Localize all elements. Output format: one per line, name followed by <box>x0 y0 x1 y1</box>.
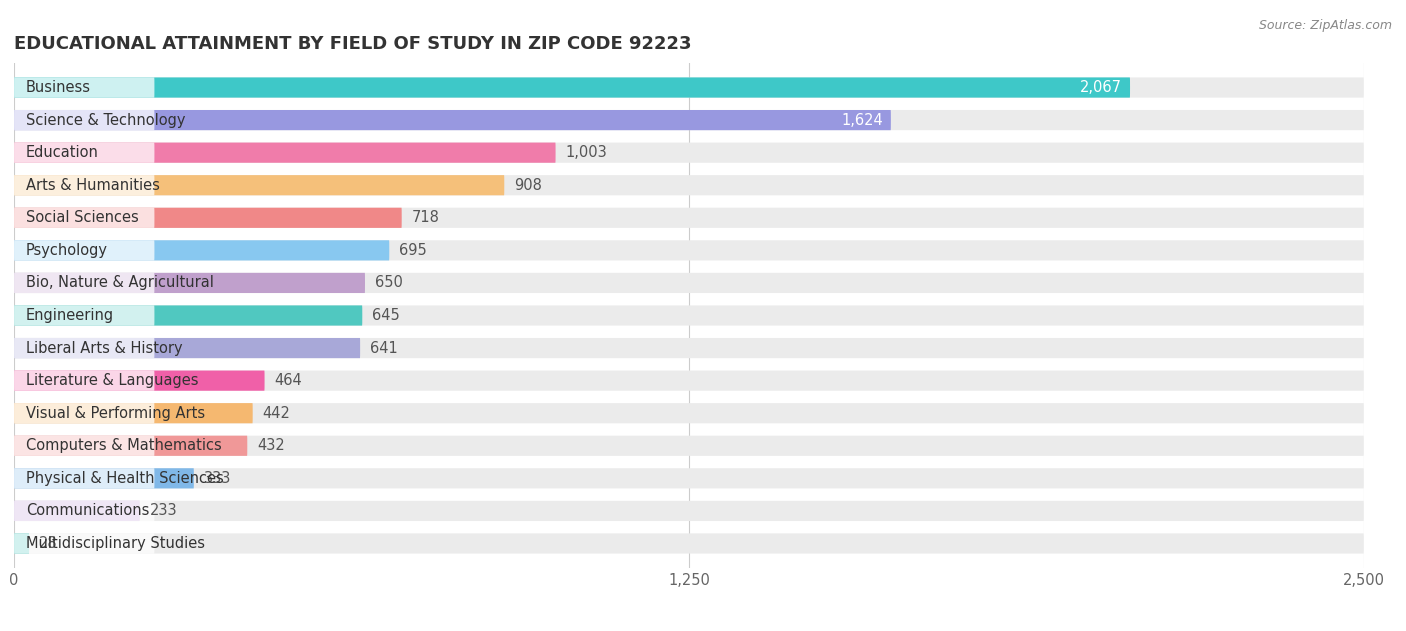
Text: Bio, Nature & Agricultural: Bio, Nature & Agricultural <box>25 276 214 290</box>
Text: Psychology: Psychology <box>25 243 108 258</box>
FancyBboxPatch shape <box>14 468 194 488</box>
FancyBboxPatch shape <box>14 240 1364 261</box>
FancyBboxPatch shape <box>14 435 1364 456</box>
Text: 28: 28 <box>39 536 58 551</box>
FancyBboxPatch shape <box>14 110 155 130</box>
Text: Source: ZipAtlas.com: Source: ZipAtlas.com <box>1258 19 1392 32</box>
FancyBboxPatch shape <box>14 305 155 326</box>
Text: 650: 650 <box>375 276 402 290</box>
Text: 233: 233 <box>149 504 177 519</box>
Text: EDUCATIONAL ATTAINMENT BY FIELD OF STUDY IN ZIP CODE 92223: EDUCATIONAL ATTAINMENT BY FIELD OF STUDY… <box>14 35 692 53</box>
Text: 695: 695 <box>399 243 427 258</box>
FancyBboxPatch shape <box>14 338 360 358</box>
Text: Literature & Languages: Literature & Languages <box>25 373 198 388</box>
FancyBboxPatch shape <box>14 208 402 228</box>
Text: Multidisciplinary Studies: Multidisciplinary Studies <box>25 536 205 551</box>
Text: Arts & Humanities: Arts & Humanities <box>25 178 160 192</box>
FancyBboxPatch shape <box>14 370 264 391</box>
FancyBboxPatch shape <box>14 370 155 391</box>
FancyBboxPatch shape <box>14 501 155 521</box>
FancyBboxPatch shape <box>14 305 363 326</box>
Text: 1,624: 1,624 <box>841 112 883 127</box>
FancyBboxPatch shape <box>14 78 1130 98</box>
FancyBboxPatch shape <box>14 403 1364 423</box>
FancyBboxPatch shape <box>14 468 1364 488</box>
FancyBboxPatch shape <box>14 110 891 130</box>
FancyBboxPatch shape <box>14 273 155 293</box>
Text: 442: 442 <box>263 406 290 421</box>
Text: 1,003: 1,003 <box>565 145 607 160</box>
FancyBboxPatch shape <box>14 208 155 228</box>
FancyBboxPatch shape <box>14 338 155 358</box>
Text: Business: Business <box>25 80 91 95</box>
Text: 333: 333 <box>204 471 231 486</box>
FancyBboxPatch shape <box>14 78 1364 98</box>
FancyBboxPatch shape <box>14 403 253 423</box>
FancyBboxPatch shape <box>14 143 155 163</box>
FancyBboxPatch shape <box>14 533 155 553</box>
FancyBboxPatch shape <box>14 175 1364 196</box>
FancyBboxPatch shape <box>14 240 389 261</box>
Text: Social Sciences: Social Sciences <box>25 210 139 225</box>
Text: Physical & Health Sciences: Physical & Health Sciences <box>25 471 224 486</box>
FancyBboxPatch shape <box>14 305 1364 326</box>
Text: Engineering: Engineering <box>25 308 114 323</box>
FancyBboxPatch shape <box>14 175 155 196</box>
FancyBboxPatch shape <box>14 273 1364 293</box>
Text: 464: 464 <box>274 373 302 388</box>
FancyBboxPatch shape <box>14 240 155 261</box>
Text: 908: 908 <box>515 178 541 192</box>
FancyBboxPatch shape <box>14 208 1364 228</box>
Text: 645: 645 <box>373 308 399 323</box>
Text: Communications: Communications <box>25 504 149 519</box>
Text: Visual & Performing Arts: Visual & Performing Arts <box>25 406 205 421</box>
FancyBboxPatch shape <box>14 501 139 521</box>
Text: Education: Education <box>25 145 98 160</box>
FancyBboxPatch shape <box>14 175 505 196</box>
FancyBboxPatch shape <box>14 338 1364 358</box>
FancyBboxPatch shape <box>14 468 155 488</box>
Text: Liberal Arts & History: Liberal Arts & History <box>25 341 183 355</box>
Text: 432: 432 <box>257 439 285 453</box>
Text: 718: 718 <box>412 210 439 225</box>
FancyBboxPatch shape <box>14 143 555 163</box>
FancyBboxPatch shape <box>14 273 366 293</box>
FancyBboxPatch shape <box>14 435 155 456</box>
FancyBboxPatch shape <box>14 78 155 98</box>
FancyBboxPatch shape <box>14 435 247 456</box>
FancyBboxPatch shape <box>14 110 1364 130</box>
FancyBboxPatch shape <box>14 533 30 553</box>
FancyBboxPatch shape <box>14 403 155 423</box>
FancyBboxPatch shape <box>14 143 1364 163</box>
FancyBboxPatch shape <box>14 501 1364 521</box>
Text: Science & Technology: Science & Technology <box>25 112 186 127</box>
FancyBboxPatch shape <box>14 533 1364 553</box>
FancyBboxPatch shape <box>14 370 1364 391</box>
Text: Computers & Mathematics: Computers & Mathematics <box>25 439 222 453</box>
Text: 2,067: 2,067 <box>1080 80 1122 95</box>
Text: 641: 641 <box>370 341 398 355</box>
